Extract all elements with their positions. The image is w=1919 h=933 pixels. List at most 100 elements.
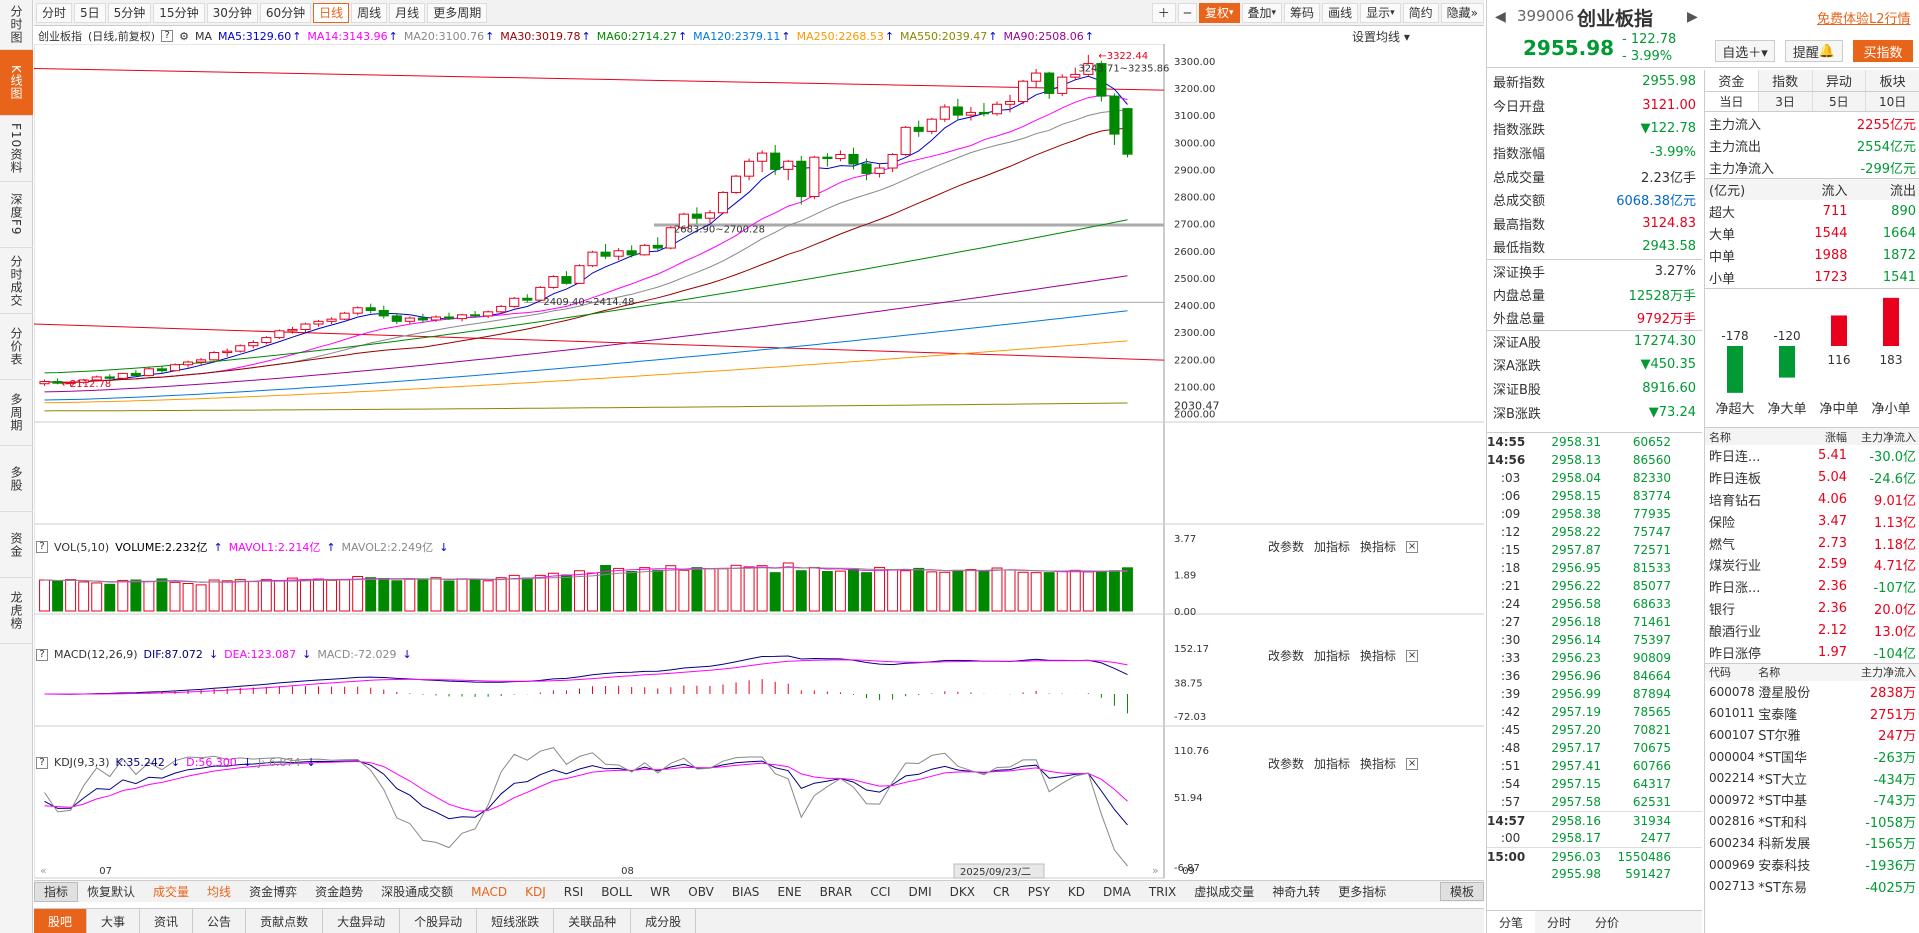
candle-body[interactable] xyxy=(991,103,1003,115)
vol-bar[interactable] xyxy=(1095,570,1107,612)
vol-bar[interactable] xyxy=(104,583,116,612)
indicator-tab-5[interactable]: 资金趋势 xyxy=(315,885,364,899)
sector-row[interactable]: 昨日涨... 2.36 -107亿 xyxy=(1705,576,1919,598)
candle-body[interactable] xyxy=(574,265,585,284)
indicator-tab-22[interactable]: DMA xyxy=(1103,884,1131,899)
indicator-tab-19[interactable]: CR xyxy=(993,884,1010,899)
stock-row[interactable]: 000969 安泰科技 -1936万 xyxy=(1705,854,1919,876)
stock-row[interactable]: 002713 *ST东易 -4025万 xyxy=(1705,875,1919,897)
vol-bar[interactable] xyxy=(508,574,520,612)
zoom-out-icon[interactable]: ─ xyxy=(1177,2,1197,23)
period-tab-3[interactable]: 15分钟 xyxy=(153,2,205,23)
vol-bar[interactable] xyxy=(600,564,612,612)
switch-indicator-button[interactable]: 换指标 xyxy=(1360,757,1397,771)
candle-body[interactable] xyxy=(470,314,481,317)
candle-body[interactable] xyxy=(652,244,663,249)
period-tab-5[interactable]: 60分钟 xyxy=(259,2,312,23)
candle-body[interactable] xyxy=(691,213,702,219)
candle-body[interactable] xyxy=(1031,72,1042,82)
candle-body[interactable] xyxy=(78,379,89,383)
candle-body[interactable] xyxy=(639,244,650,256)
candle-body[interactable] xyxy=(678,213,689,229)
vol-bar[interactable] xyxy=(665,565,677,612)
vol-bar[interactable] xyxy=(130,579,142,612)
candle-body[interactable] xyxy=(1018,80,1029,103)
add-favorite-button[interactable]: 自选 ＋▾ xyxy=(1715,40,1775,62)
indicator-tab-14[interactable]: ENE xyxy=(777,884,802,899)
add-indicator-button[interactable]: 加指标 xyxy=(1314,540,1351,554)
toolbar-right-0[interactable]: 复权 ▾ xyxy=(1198,2,1240,23)
vol-bar[interactable] xyxy=(678,569,690,612)
stock-row[interactable]: 600107 ST尔雅 247万 xyxy=(1705,724,1919,746)
vol-bar[interactable] xyxy=(339,579,351,612)
vol-bar[interactable] xyxy=(326,579,338,612)
indicator-tab-17[interactable]: DMI xyxy=(908,884,932,899)
period-tab-8[interactable]: 月线 xyxy=(389,2,426,23)
period-tab-9[interactable]: 更多周期 xyxy=(427,2,488,23)
vol-bar[interactable] xyxy=(795,570,807,612)
vol-bar[interactable] xyxy=(469,579,481,612)
left-tab-0[interactable]: 分时图 xyxy=(0,0,33,50)
vol-bar[interactable] xyxy=(495,577,507,612)
candle-body[interactable] xyxy=(313,320,324,325)
candle-body[interactable] xyxy=(52,381,63,384)
vol-bar[interactable] xyxy=(913,567,925,612)
vol-bar[interactable] xyxy=(182,583,194,612)
indicator-tab-4[interactable]: 资金博弈 xyxy=(249,885,298,899)
vol-bar[interactable] xyxy=(456,578,468,612)
vol-bar[interactable] xyxy=(143,581,155,612)
help-icon[interactable]: ? xyxy=(36,541,48,553)
candle-body[interactable] xyxy=(391,315,402,322)
candle-body[interactable] xyxy=(365,307,376,311)
candle-body[interactable] xyxy=(196,359,207,363)
candle-body[interactable] xyxy=(587,251,598,267)
add-indicator-button[interactable]: 加指标 xyxy=(1314,649,1351,663)
left-tab-3[interactable]: 深度F9 xyxy=(0,182,33,248)
gear-icon[interactable]: ⚙ xyxy=(179,29,189,43)
news-tab-4[interactable]: 贡献点数 xyxy=(246,908,324,933)
candle-body[interactable] xyxy=(1083,63,1094,75)
indicator-tab-6[interactable]: 深股通成交额 xyxy=(381,885,454,899)
vol-bar[interactable] xyxy=(273,580,285,612)
vol-bar[interactable] xyxy=(234,579,246,612)
candle-body[interactable] xyxy=(209,352,220,361)
candle-body[interactable] xyxy=(522,297,533,301)
close-icon[interactable]: × xyxy=(1406,649,1419,662)
fund-subtab-3[interactable]: 10日 xyxy=(1866,92,1919,111)
indicator-tab-15[interactable]: BRAR xyxy=(819,884,853,899)
candle-body[interactable] xyxy=(535,286,546,301)
switch-indicator-button[interactable]: 换指标 xyxy=(1360,649,1397,663)
next-arrow-icon[interactable]: ▶ xyxy=(1687,9,1698,25)
candle-body[interactable] xyxy=(1096,63,1107,97)
candle-body[interactable] xyxy=(730,175,742,193)
period-tab-4[interactable]: 30分钟 xyxy=(206,2,258,23)
candle-body[interactable] xyxy=(561,276,572,284)
candle-body[interactable] xyxy=(796,160,807,198)
candle-body[interactable] xyxy=(613,250,624,257)
candle-body[interactable] xyxy=(169,364,181,372)
vol-bar[interactable] xyxy=(887,569,899,612)
zoom-in-icon[interactable]: ＋ xyxy=(1151,2,1176,23)
edit-params-button[interactable]: 改参数 xyxy=(1268,649,1305,663)
stock-row[interactable]: 000972 *ST中基 -743万 xyxy=(1705,789,1919,811)
sector-row[interactable]: 培育钻石 4.06 9.01亿 xyxy=(1705,489,1919,511)
indicator-tab-16[interactable]: CCI xyxy=(870,884,891,899)
candle-body[interactable] xyxy=(548,276,559,288)
tick-tab-2[interactable]: 分价 xyxy=(1595,915,1620,930)
left-tab-6[interactable]: 多周期 xyxy=(0,380,33,446)
vol-bar[interactable] xyxy=(704,568,716,612)
candle-body[interactable] xyxy=(65,381,76,384)
sector-row[interactable]: 昨日连... 5.41 -30.0亿 xyxy=(1705,445,1919,467)
stock-row[interactable]: 600234 科新发展 -1565万 xyxy=(1705,832,1919,854)
candle-body[interactable] xyxy=(274,330,285,339)
indicator-tab-26[interactable]: 更多指标 xyxy=(1338,885,1387,899)
news-tab-8[interactable]: 关联品种 xyxy=(554,908,632,933)
candle-body[interactable] xyxy=(182,361,194,366)
candle-body[interactable] xyxy=(744,160,755,177)
buy-index-button[interactable]: 买指数 xyxy=(1853,40,1913,62)
add-indicator-button[interactable]: 加指标 xyxy=(1314,757,1351,771)
candle-body[interactable] xyxy=(417,317,428,321)
vol-bar[interactable] xyxy=(313,578,324,612)
vol-bar[interactable] xyxy=(521,577,533,612)
fund-subtab-1[interactable]: 3日 xyxy=(1758,92,1813,111)
